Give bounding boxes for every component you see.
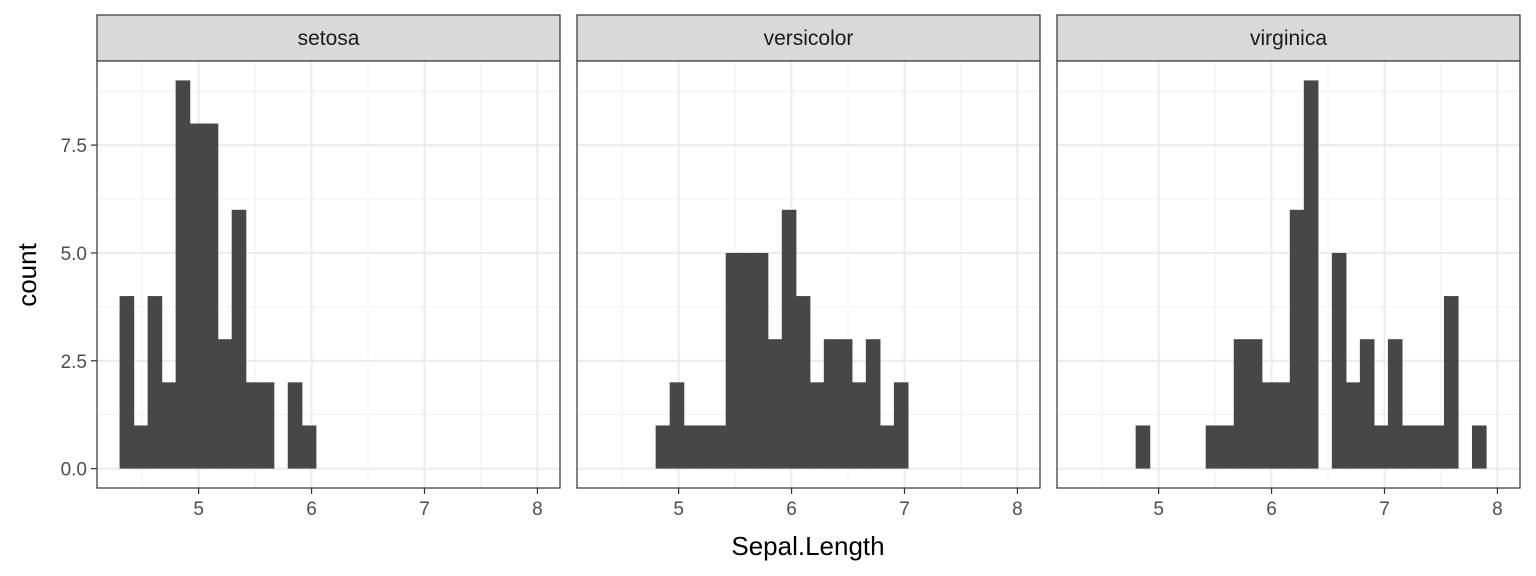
histogram-bar <box>245 382 261 469</box>
histogram-bar <box>851 382 867 469</box>
histogram-bar <box>287 382 303 469</box>
panel-setosa: setosa 5 6 7 8 <box>96 14 561 520</box>
histogram-bar <box>1443 296 1459 469</box>
histogram-bar <box>1401 425 1417 469</box>
y-tick-label: 0.0 <box>61 460 87 481</box>
histogram-bar <box>133 425 149 469</box>
panel-border <box>1056 60 1521 489</box>
histogram-bar <box>767 339 783 469</box>
histogram-bar <box>1345 382 1361 469</box>
histogram-bar <box>1373 425 1389 469</box>
x-axis: 5 6 7 8 <box>193 488 543 520</box>
x-tick-label: 5 <box>673 499 684 520</box>
grid <box>97 61 560 488</box>
y-axis-title: count <box>12 242 42 306</box>
bars <box>1135 80 1487 469</box>
bars <box>119 80 317 469</box>
x-tick-label: 8 <box>1492 499 1503 520</box>
histogram-bar <box>1247 339 1263 469</box>
x-tick-label: 5 <box>193 499 204 520</box>
facet-strip <box>576 14 1041 62</box>
histogram-bar <box>231 209 247 469</box>
x-tick-label: 7 <box>899 499 910 520</box>
y-tick-label: 7.5 <box>61 136 87 157</box>
histogram-bar <box>865 339 881 469</box>
histogram-bar <box>301 425 317 469</box>
y-axis: 0.0 2.5 5.0 7.5 <box>61 136 97 481</box>
x-tick-label: 8 <box>532 499 543 520</box>
histogram-bar <box>1303 80 1319 469</box>
x-tick-label: 7 <box>419 499 430 520</box>
histogram-bar <box>879 425 895 469</box>
histogram-bar <box>1331 252 1347 469</box>
panel-border <box>96 60 561 489</box>
histogram-bar <box>1471 425 1487 469</box>
histogram-bar <box>1289 209 1305 469</box>
histogram-bar <box>837 339 853 469</box>
facet-strip <box>96 14 561 62</box>
panels: setosa 5 6 7 8 versicolor 5 6 7 8 virginica 5 6 7 8 <box>96 14 1521 520</box>
histogram-bar <box>217 339 233 469</box>
histogram-bar <box>823 339 839 469</box>
histogram-bar <box>725 252 741 469</box>
facet-strip-label: virginica <box>1250 27 1327 50</box>
histogram-bar <box>119 296 135 469</box>
histogram-bar <box>1135 425 1151 469</box>
histogram-bar <box>1275 382 1291 469</box>
histogram-bar <box>147 296 163 469</box>
x-axis: 5 6 7 8 <box>673 488 1023 520</box>
x-tick-label: 7 <box>1379 499 1390 520</box>
panel-versicolor: versicolor 5 6 7 8 <box>576 14 1041 520</box>
histogram-bar <box>893 382 909 469</box>
histogram-bar <box>259 382 275 469</box>
histogram-bar <box>669 382 685 469</box>
histogram-bar <box>809 382 825 469</box>
histogram-bar <box>1415 425 1431 469</box>
facet-strip <box>1056 14 1521 62</box>
histogram-bar <box>1359 339 1375 469</box>
x-tick-label: 6 <box>306 499 317 520</box>
histogram-bar <box>1261 382 1277 469</box>
facet-strip-label: setosa <box>298 27 360 50</box>
bars <box>655 209 909 469</box>
x-tick-label: 5 <box>1153 499 1164 520</box>
histogram-bar <box>189 123 205 469</box>
histogram-bar <box>1219 425 1235 469</box>
histogram-bar <box>795 296 811 469</box>
panel-virginica: virginica 5 6 7 8 <box>1056 14 1521 520</box>
x-tick-label: 6 <box>786 499 797 520</box>
x-tick-label: 8 <box>1012 499 1023 520</box>
facet-strip-label: versicolor <box>764 27 854 50</box>
histogram-bar <box>1387 339 1403 469</box>
histogram-bar <box>683 425 699 469</box>
y-tick-label: 2.5 <box>61 352 87 373</box>
histogram-bar <box>161 382 177 469</box>
histogram-bar <box>1205 425 1221 469</box>
panel-border <box>576 60 1041 489</box>
x-axis-title: Sepal.Length <box>731 531 884 561</box>
x-tick-label: 6 <box>1266 499 1277 520</box>
histogram-bar <box>1429 425 1445 469</box>
histogram-bar <box>781 209 797 469</box>
histogram-bar <box>1233 339 1249 469</box>
histogram-bar <box>175 80 191 469</box>
histogram-bar <box>711 425 727 469</box>
histogram-bar <box>655 425 671 469</box>
histogram-bar <box>203 123 219 469</box>
histogram-bar <box>753 252 769 469</box>
x-axis: 5 6 7 8 <box>1153 488 1503 520</box>
y-tick-label: 5.0 <box>61 244 87 265</box>
histogram-bar <box>739 252 755 469</box>
histogram-bar <box>697 425 713 469</box>
